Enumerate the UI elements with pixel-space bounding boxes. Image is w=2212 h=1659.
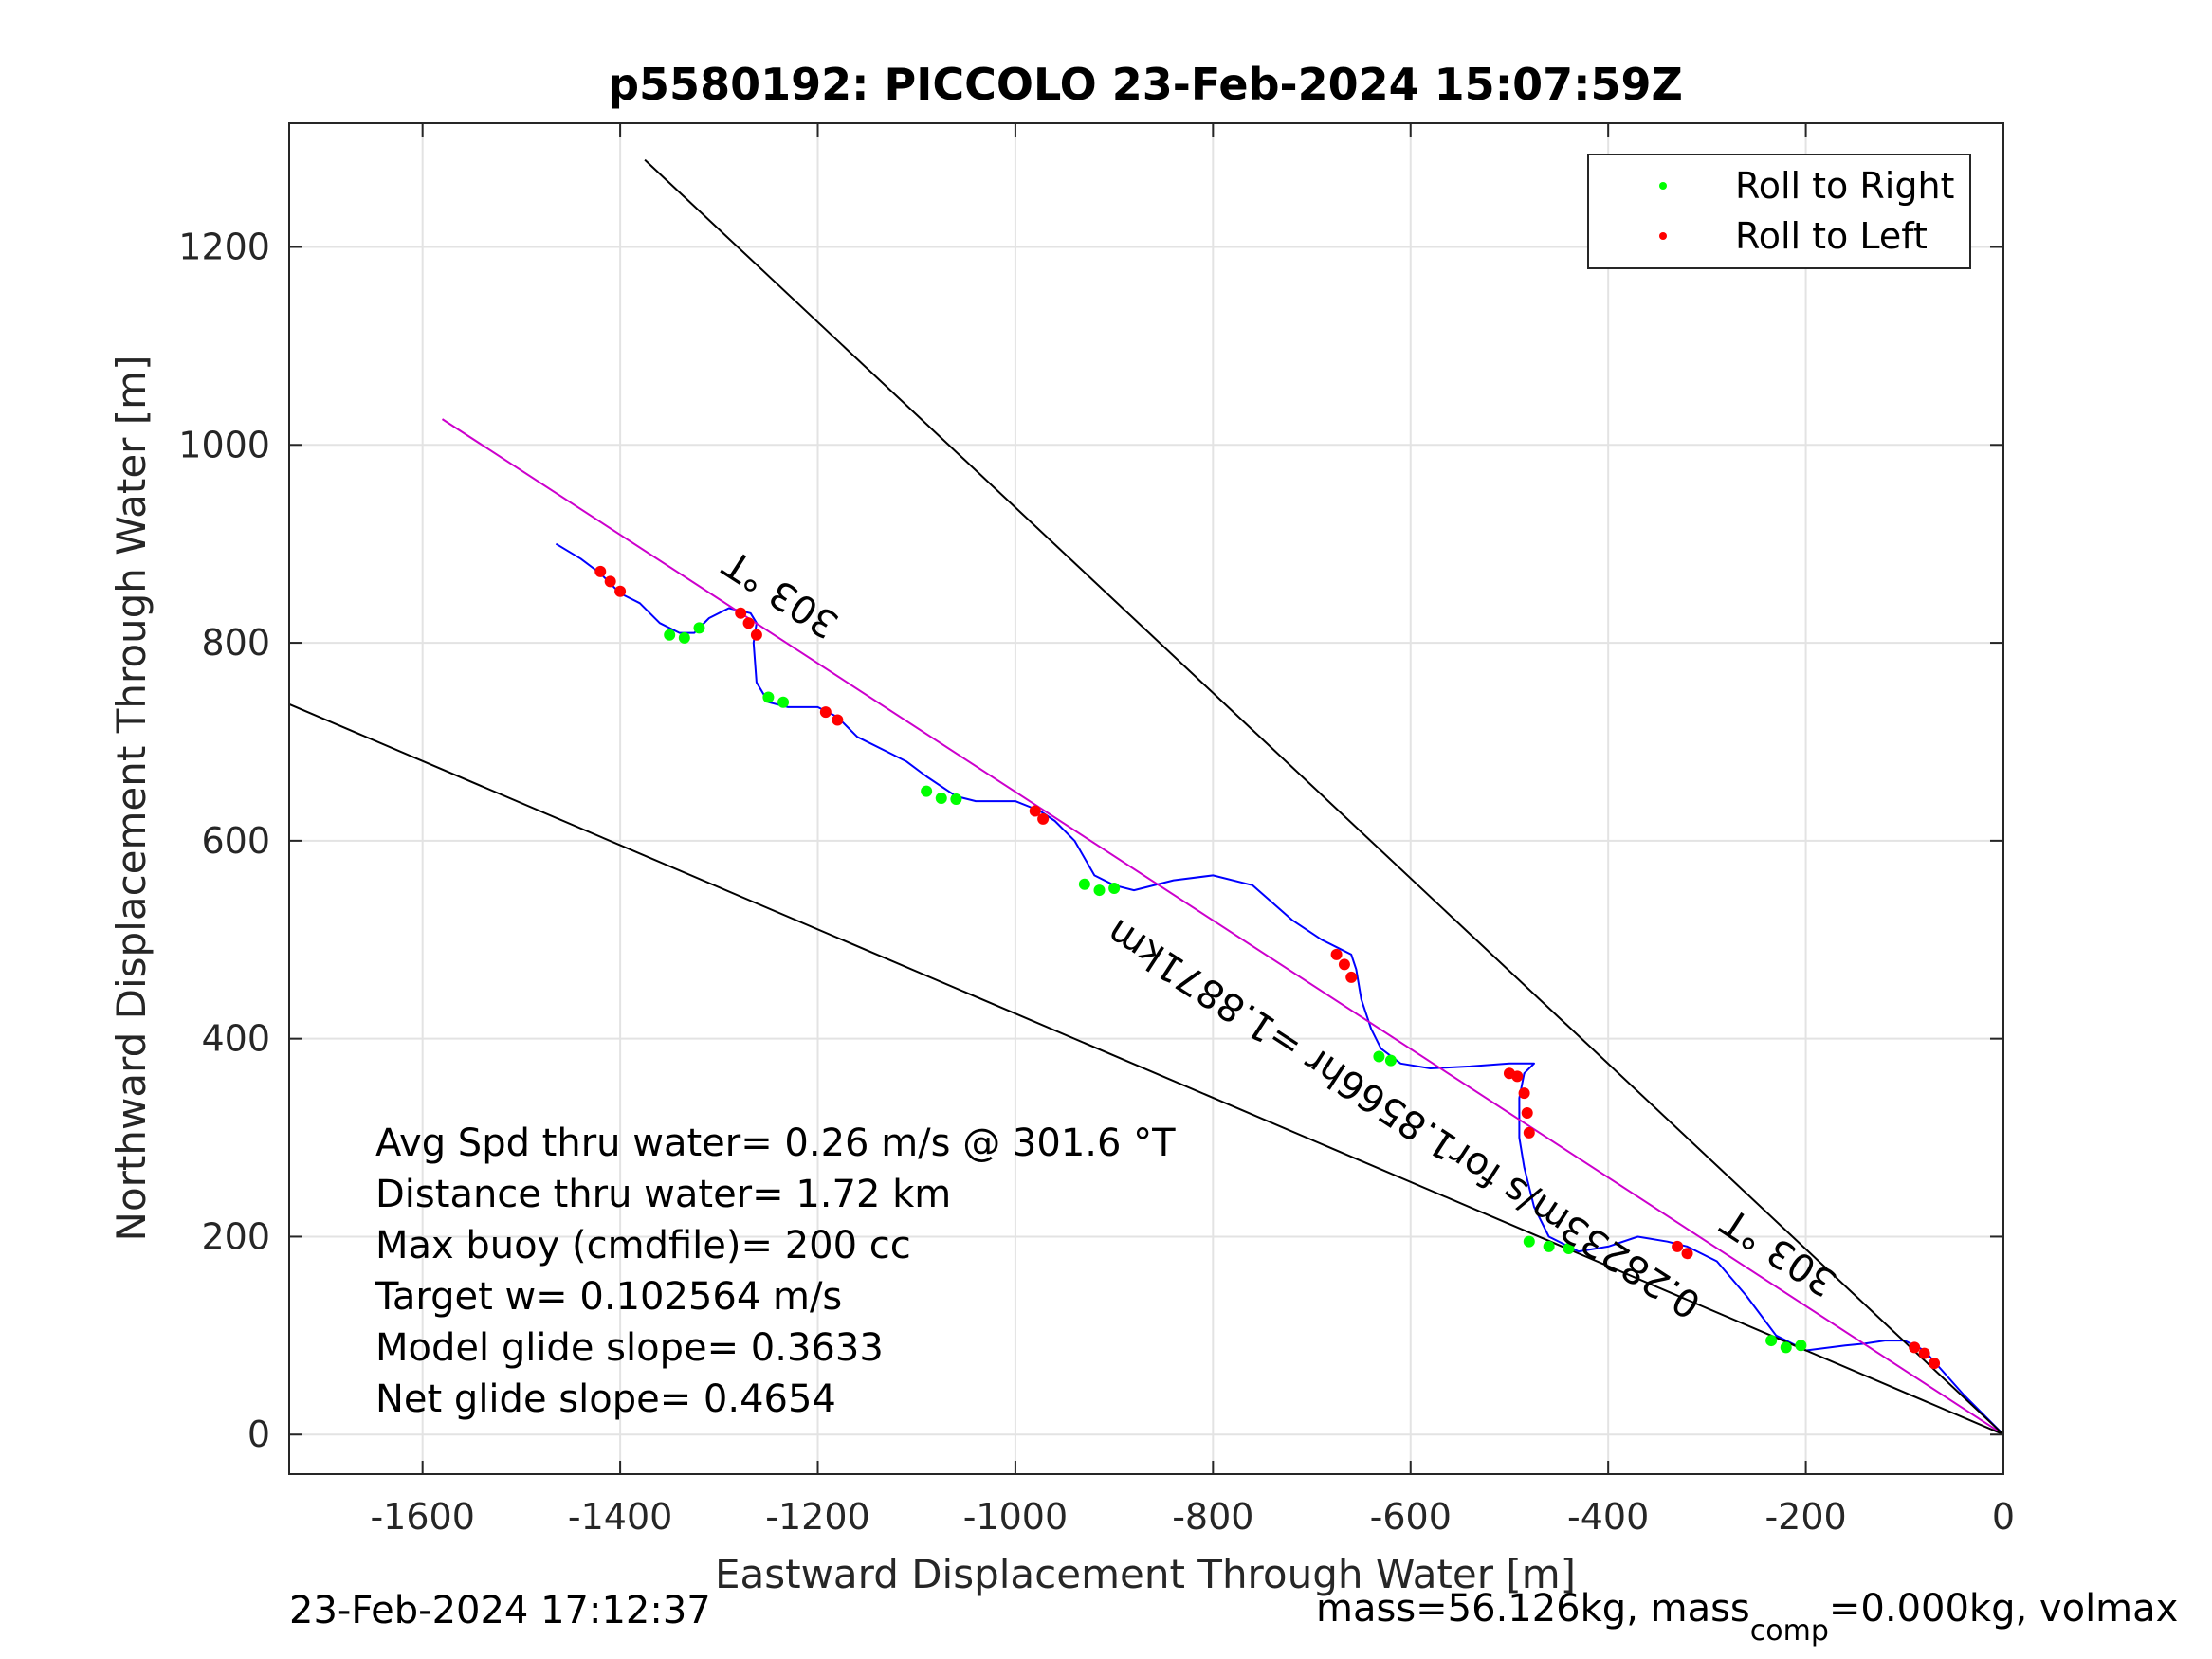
roll-left-point [1681, 1248, 1693, 1260]
stat-distance: Distance thru water= 1.72 km [375, 1173, 951, 1216]
roll-right-point [693, 622, 705, 634]
x-tick-label: -1200 [765, 1496, 869, 1538]
footer-timestamp: 23-Feb-2024 17:12:37 [289, 1589, 711, 1632]
roll-left-point [1037, 812, 1050, 825]
roll-left-point [832, 714, 844, 726]
roll-left-point [750, 629, 762, 641]
y-axis-label: Northward Displacement Through Water [m] [108, 356, 155, 1242]
roll-right-point [950, 793, 962, 806]
roll-right-point [762, 691, 775, 703]
reference-line [644, 158, 2004, 1435]
y-tick-label: 200 [201, 1215, 270, 1257]
roll-right-point [777, 696, 790, 708]
roll-right-point [1093, 884, 1106, 897]
roll-right-point [921, 785, 933, 797]
roll-right-point [1384, 1054, 1397, 1066]
roll-left-point [1909, 1341, 1921, 1354]
roll-right-point [1795, 1340, 1807, 1352]
roll-left-point [1523, 1126, 1535, 1139]
x-tick-label: -1400 [568, 1496, 672, 1538]
roll-left-point [1918, 1347, 1930, 1359]
stats-block: Avg Spd thru water= 0.26 m/s @ 301.6 °T … [375, 1121, 1176, 1421]
x-tick-label: 0 [1992, 1496, 2015, 1538]
roll-left-point [1503, 1067, 1515, 1080]
stat-max-buoy: Max buoy (cmdfile)= 200 cc [375, 1224, 911, 1267]
roll-left-point [614, 585, 627, 597]
roll-right-point [664, 629, 676, 641]
stat-net-glide: Net glide slope= 0.4654 [375, 1377, 836, 1421]
roll-right-point [935, 792, 947, 804]
stat-model-glide: Model glide slope= 0.3633 [375, 1326, 884, 1370]
roll-right-point [1765, 1335, 1778, 1347]
roll-right-point [1078, 878, 1090, 890]
heading-line [441, 418, 2004, 1436]
roll-right-point [1523, 1235, 1535, 1248]
legend: Roll to Right Roll to Left [1587, 154, 1971, 269]
roll-right-point [1543, 1240, 1555, 1252]
x-tick-label: -200 [1764, 1496, 1846, 1538]
roll-left-point [1345, 971, 1358, 983]
stat-target-w: Target w= 0.102564 m/s [375, 1275, 842, 1319]
roll-left-point [1929, 1358, 1941, 1370]
x-tick-label: -600 [1370, 1496, 1452, 1538]
axes-box [288, 122, 2004, 1475]
stat-avg-speed: Avg Spd thru water= 0.26 m/s @ 301.6 °T [375, 1121, 1176, 1165]
footer-mass-suffix: =0.000kg, volmax [1829, 1587, 2178, 1631]
roll-left-point [819, 706, 832, 719]
roll-left-point [1672, 1240, 1684, 1252]
roll-right-point [1563, 1242, 1575, 1254]
footer-mass-sub: comp [1750, 1614, 1829, 1648]
axis-ticks: -1600 -1400 -1200 -1000 -800 -600 -400 -200 0 0 20… [178, 123, 2015, 1538]
roll-left-point [742, 617, 755, 629]
x-tick-label: -800 [1172, 1496, 1253, 1538]
y-tick-label: 0 [247, 1413, 270, 1455]
y-tick-label: 400 [201, 1018, 270, 1060]
roll-left-point [1330, 948, 1343, 960]
roll-left-point [1518, 1087, 1530, 1100]
y-tick-label: 600 [201, 820, 270, 862]
y-tick-label: 1200 [178, 226, 270, 267]
x-tick-label: -1600 [370, 1496, 474, 1538]
legend-label-roll-left: Roll to Left [1735, 215, 1928, 257]
footer-mass-prefix: mass=56.126kg, mass [1316, 1587, 1750, 1631]
plot-series [288, 158, 2004, 1436]
roll-right-point [678, 631, 690, 644]
roll-right-point [1780, 1341, 1792, 1354]
y-tick-label: 800 [201, 622, 270, 664]
legend-marker-roll-left [1659, 232, 1667, 240]
roll-left-point [1029, 805, 1041, 817]
footer-mass-info: mass=56.126kg, masscomp=0.000kg, volmax [1316, 1587, 2178, 1648]
roll-left-point [735, 607, 747, 619]
roll-right-point [1108, 882, 1121, 894]
roll-left-point [594, 565, 607, 577]
chart-title: p5580192: PICCOLO 23-Feb-2024 15:07:59Z [608, 59, 1683, 110]
x-tick-label: -400 [1567, 1496, 1649, 1538]
legend-box [1587, 154, 1971, 269]
x-tick-label: -1000 [963, 1496, 1068, 1538]
legend-label-roll-right: Roll to Right [1735, 165, 1954, 207]
reference-line [288, 702, 2004, 1436]
roll-left-point [1521, 1106, 1533, 1119]
x-axis-label: Eastward Displacement Through Water [m] [715, 1551, 1576, 1597]
roll-left-point [604, 575, 616, 588]
roll-right-point [1373, 1050, 1385, 1063]
y-tick-label: 1000 [178, 424, 270, 465]
legend-marker-roll-right [1659, 182, 1667, 190]
roll-left-point [1338, 958, 1350, 971]
